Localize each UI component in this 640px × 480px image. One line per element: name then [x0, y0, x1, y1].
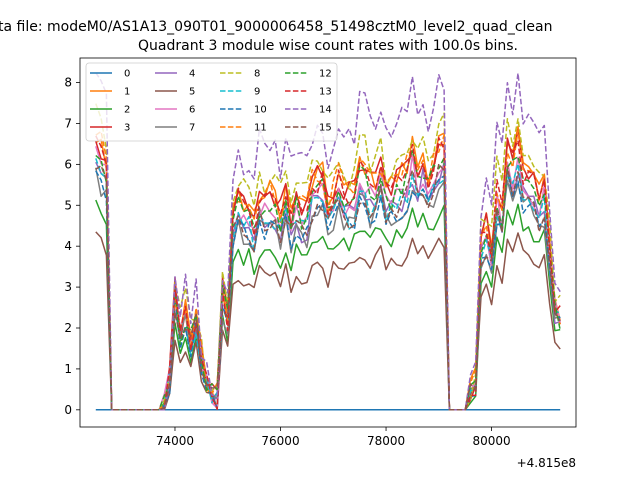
series-line-13	[95, 135, 561, 411]
legend-label-15: 15	[319, 123, 332, 134]
legend-label-5: 5	[189, 87, 195, 98]
legend-label-12: 12	[319, 69, 332, 80]
legend-label-0: 0	[124, 69, 130, 80]
legend-label-9: 9	[254, 87, 260, 98]
chart-suptitle: ta file: modeM0/AS1A13_090T01_9000006458…	[0, 19, 552, 35]
legend-label-1: 1	[124, 87, 130, 98]
legend-label-3: 3	[124, 123, 130, 134]
chart-title: Quadrant 3 module wise count rates with …	[138, 38, 518, 54]
x-tick-label: 80000	[472, 434, 510, 448]
y-axis: 0 1 2 3 4 5 6 7 8	[64, 76, 80, 417]
legend-label-2: 2	[124, 105, 130, 116]
series-line-5	[95, 231, 561, 411]
legend-label-11: 11	[254, 123, 267, 134]
legend-label-6: 6	[189, 105, 195, 116]
y-tick-label: 8	[64, 76, 72, 90]
x-tick-label: 78000	[367, 434, 405, 448]
y-tick-label: 3	[64, 280, 72, 294]
y-tick-label: 0	[64, 403, 72, 417]
y-tick-label: 5	[64, 198, 72, 212]
legend-box	[85, 62, 338, 142]
y-tick-label: 1	[64, 362, 72, 376]
series-line-12	[95, 148, 561, 411]
legend-label-13: 13	[319, 87, 332, 98]
y-tick-label: 6	[64, 157, 72, 171]
x-tick-label: 76000	[261, 434, 299, 448]
legend-label-14: 14	[319, 105, 332, 116]
series-line-14	[95, 72, 561, 411]
legend-label-8: 8	[254, 69, 260, 80]
x-tick-label: 74000	[156, 434, 194, 448]
legend-label-10: 10	[254, 105, 267, 116]
series-line-6	[95, 146, 561, 411]
legend-label-7: 7	[189, 123, 195, 134]
legend-label-4: 4	[189, 69, 195, 80]
y-tick-label: 2	[64, 321, 72, 335]
x-axis: 74000 76000 78000 80000	[156, 427, 511, 448]
x-offset-label: +4.815e8	[517, 456, 576, 470]
y-tick-label: 4	[64, 239, 72, 253]
plot-lines	[95, 72, 561, 411]
axes-frame	[79, 57, 577, 428]
y-tick-label: 7	[64, 116, 72, 130]
series-line-15	[95, 163, 561, 411]
